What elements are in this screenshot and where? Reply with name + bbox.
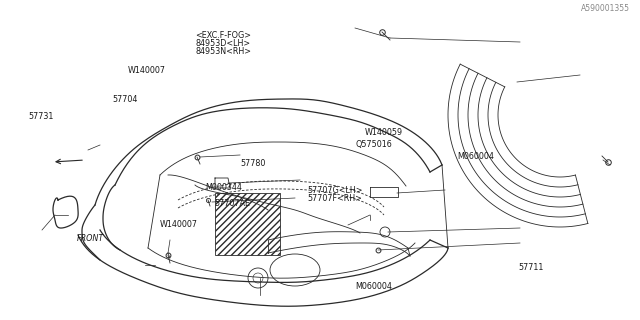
Bar bbox=[215, 193, 280, 255]
Text: 84953D<LH>: 84953D<LH> bbox=[195, 39, 250, 48]
Text: 57704: 57704 bbox=[112, 95, 138, 104]
Text: A590001355: A590001355 bbox=[581, 4, 630, 12]
Text: W140007: W140007 bbox=[128, 66, 166, 75]
Text: M000344: M000344 bbox=[205, 183, 242, 192]
Text: M060004: M060004 bbox=[355, 282, 392, 291]
Text: 84953N<RH>: 84953N<RH> bbox=[195, 47, 251, 56]
Text: M060004: M060004 bbox=[458, 152, 495, 161]
Text: 57711: 57711 bbox=[518, 263, 544, 272]
Text: 57731: 57731 bbox=[29, 112, 54, 121]
Text: 57707F<RH>: 57707F<RH> bbox=[307, 194, 362, 203]
Text: 57780: 57780 bbox=[240, 159, 266, 168]
Text: W140059: W140059 bbox=[365, 128, 403, 137]
Text: <EXC.F-FOG>: <EXC.F-FOG> bbox=[195, 31, 251, 40]
Text: W140007: W140007 bbox=[160, 220, 198, 228]
Text: 57707AE: 57707AE bbox=[214, 199, 250, 208]
Text: Q575016: Q575016 bbox=[355, 140, 392, 148]
Text: 57707G<LH>: 57707G<LH> bbox=[307, 186, 363, 195]
Text: FRONT: FRONT bbox=[77, 234, 104, 243]
